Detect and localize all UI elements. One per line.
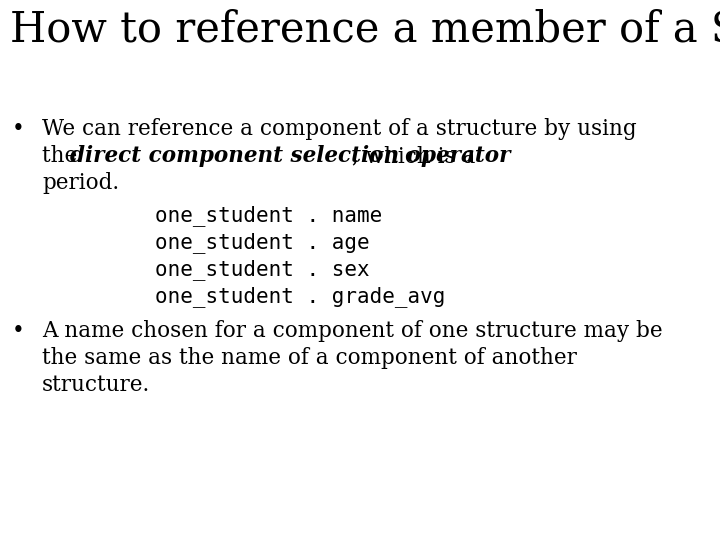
Text: •: • (12, 320, 24, 342)
Text: direct component selection operator: direct component selection operator (70, 145, 510, 167)
Text: the: the (42, 145, 84, 167)
Text: A name chosen for a component of one structure may be: A name chosen for a component of one str… (42, 320, 662, 342)
Text: We can reference a component of a structure by using: We can reference a component of a struct… (42, 118, 636, 140)
Text: one_student . grade_avg: one_student . grade_avg (155, 286, 446, 307)
Text: the same as the name of a component of another: the same as the name of a component of a… (42, 347, 577, 369)
Text: one_student . name: one_student . name (155, 205, 382, 226)
Text: period.: period. (42, 172, 119, 194)
Text: •: • (12, 118, 24, 140)
Text: one_student . age: one_student . age (155, 232, 369, 253)
Text: How to reference a member of a Structure: How to reference a member of a Structure (10, 8, 720, 50)
Text: , which is a: , which is a (352, 145, 475, 167)
Text: one_student . sex: one_student . sex (155, 259, 369, 280)
Text: structure.: structure. (42, 374, 150, 396)
